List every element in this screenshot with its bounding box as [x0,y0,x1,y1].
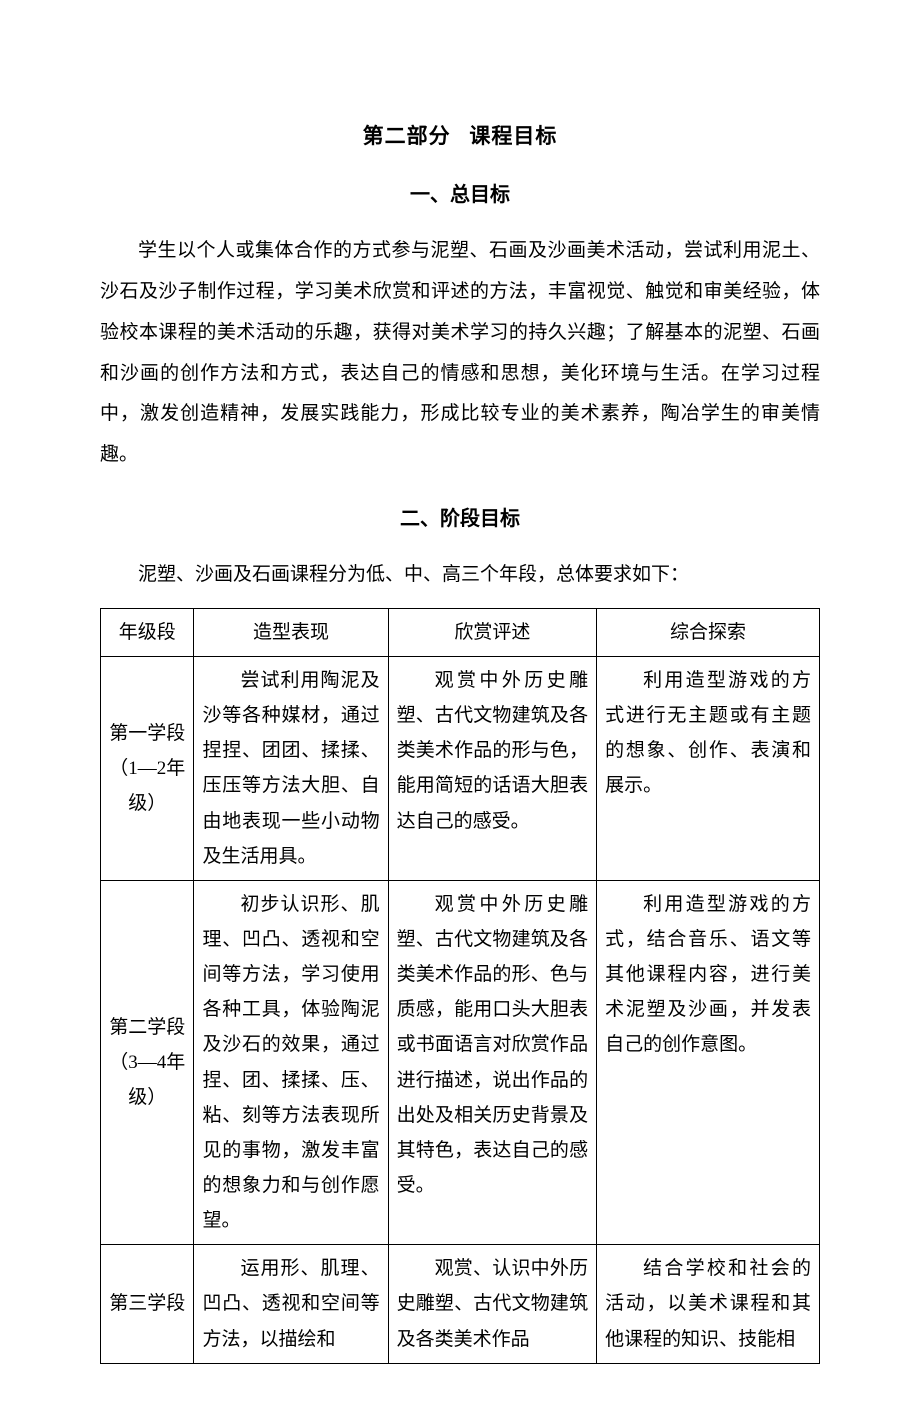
section2-intro: 泥塑、沙画及石画课程分为低、中、高三个年段，总体要求如下： [100,555,820,596]
cell-appreciation: 观赏中外历史雕塑、古代文物建筑及各类美术作品的形与色，能用简短的话语大胆表达自己… [388,657,597,881]
grade-cell: 第一学段（1—2年级） [101,657,194,881]
header-appreciation: 欣赏评述 [388,608,597,656]
cell-expression: 初步认识形、肌理、凹凸、透视和空间等方法，学习使用各种工具，体验陶泥及沙石的效果… [194,880,388,1244]
title-part: 第二部分 [363,124,451,148]
page-title: 第二部分 课程目标 [100,120,820,150]
grade-cell: 第二学段（3—4年级） [101,880,194,1244]
cell-expression: 运用形、肌理、凹凸、透视和空间等方法，以描绘和 [194,1245,388,1363]
table-row: 第一学段（1—2年级） 尝试利用陶泥及沙等各种媒材，通过捏捏、团团、揉揉、压压等… [101,657,820,881]
cell-exploration: 利用造型游戏的方式进行无主题或有主题的想象、创作、表演和展示。 [597,657,820,881]
grade-cell: 第三学段 [101,1245,194,1363]
section1-title: 一、总目标 [100,178,820,207]
header-expression: 造型表现 [194,608,388,656]
cell-exploration: 利用造型游戏的方式，结合音乐、语文等其他课程内容，进行美术泥塑及沙画，并发表自己… [597,880,820,1244]
cell-expression: 尝试利用陶泥及沙等各种媒材，通过捏捏、团团、揉揉、压压等方法大胆、自由地表现一些… [194,657,388,881]
table-row: 第三学段 运用形、肌理、凹凸、透视和空间等方法，以描绘和 观赏、认识中外历史雕塑… [101,1245,820,1363]
cell-appreciation: 观赏、认识中外历史雕塑、古代文物建筑及各类美术作品 [388,1245,597,1363]
section1-body: 学生以个人或集体合作的方式参与泥塑、石画及沙画美术活动，尝试利用泥土、沙石及沙子… [100,231,820,476]
cell-appreciation: 观赏中外历史雕塑、古代文物建筑及各类美术作品的形、色与质感，能用口头大胆表或书面… [388,880,597,1244]
header-exploration: 综合探索 [597,608,820,656]
section2-title: 二、阶段目标 [100,502,820,531]
header-grade: 年级段 [101,608,194,656]
stage-goals-table: 年级段 造型表现 欣赏评述 综合探索 第一学段（1—2年级） 尝试利用陶泥及沙等… [100,608,820,1364]
table-row: 第二学段（3—4年级） 初步认识形、肌理、凹凸、透视和空间等方法，学习使用各种工… [101,880,820,1244]
table-header-row: 年级段 造型表现 欣赏评述 综合探索 [101,608,820,656]
cell-exploration: 结合学校和社会的活动，以美术课程和其他课程的知识、技能相 [597,1245,820,1363]
title-main: 课程目标 [469,124,557,148]
